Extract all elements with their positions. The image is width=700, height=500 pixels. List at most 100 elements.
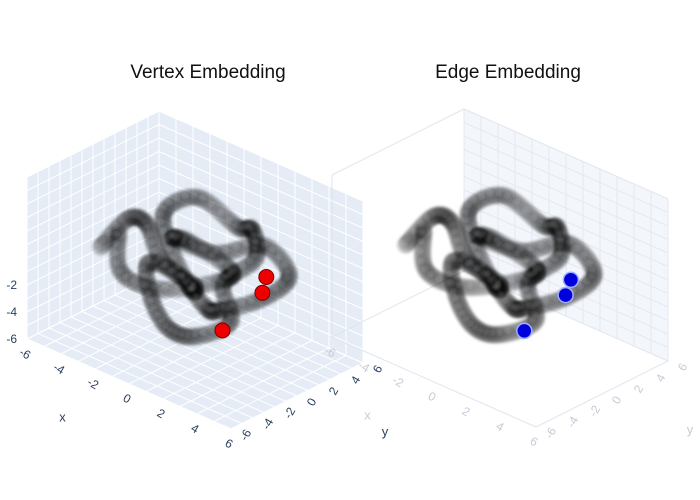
trajectory-sheen — [251, 252, 257, 258]
trajectory-sheen — [528, 245, 534, 251]
trajectory-sheen — [248, 298, 254, 303]
x-tick-label: -4 — [51, 360, 68, 378]
trajectory-sheen — [457, 246, 463, 252]
trajectory-sheen — [531, 215, 537, 221]
trajectory-sheen — [175, 272, 181, 278]
trajectory-sheen — [451, 255, 457, 261]
trajectory-sheen — [519, 304, 525, 309]
trajectory-sheen — [422, 266, 428, 272]
trajectory-sheen — [253, 240, 259, 246]
trajectory-sheen — [261, 241, 267, 247]
trajectory-sheen — [223, 247, 229, 253]
trajectory-sheen — [148, 298, 154, 304]
y-tick-label: 2 — [326, 384, 342, 397]
trajectory-sheen — [191, 192, 197, 198]
highlight-point[interactable] — [258, 269, 275, 285]
trajectory-sheen — [481, 231, 487, 237]
trajectory-sheen — [158, 219, 164, 225]
highlight-point[interactable] — [214, 322, 231, 339]
gridlines — [26, 110, 364, 430]
trajectory-sheen — [492, 283, 498, 289]
trajectory-sheen — [161, 227, 166, 233]
trajectory-sheen — [514, 250, 520, 256]
trajectory-sheen — [504, 193, 510, 199]
trajectory-sheen — [552, 256, 558, 262]
x-tick-label: 4 — [189, 421, 202, 437]
trajectory-sheen — [215, 276, 221, 282]
trajectory-sheen — [191, 331, 197, 337]
trajectory-sheen — [191, 243, 197, 249]
trajectory-sheen — [276, 254, 282, 260]
trajectory-sheen — [140, 281, 146, 287]
highlight-point[interactable] — [516, 322, 533, 340]
trajectory-sheen — [555, 229, 561, 235]
trajectory-sheen — [149, 239, 155, 245]
trajectory-sheen — [181, 235, 187, 241]
trajectory-sheen — [545, 261, 551, 267]
trajectory-sheen — [269, 247, 275, 253]
trajectory-sheen — [581, 252, 587, 258]
trajectory-sheen — [283, 275, 289, 281]
highlight-point[interactable] — [557, 286, 574, 304]
x-tick-label: 2 — [460, 404, 473, 420]
trajectory-sheen — [106, 230, 112, 236]
trajectory-sheen — [496, 329, 502, 335]
trajectory-sheen — [523, 207, 529, 213]
trajectory-sheen — [220, 304, 226, 310]
trajectory-sheen — [476, 230, 482, 236]
trajectory-sheen — [181, 278, 187, 284]
trajectory-sheen — [238, 224, 244, 230]
trajectory-sheen — [240, 263, 246, 269]
trajectory-sheen — [419, 229, 425, 235]
trajectory-sheen — [200, 330, 206, 336]
highlight-point[interactable] — [562, 271, 580, 289]
trajectory-sheen — [556, 250, 562, 256]
x-tick-label: -2 — [85, 375, 102, 393]
trajectory-sheen — [226, 272, 232, 278]
y-tick-label: -4 — [259, 416, 277, 433]
trajectory-sheen — [495, 280, 501, 286]
trajectory-sheen — [162, 285, 168, 291]
trajectory-sheen — [141, 218, 147, 224]
trajectory-sheen — [532, 311, 538, 317]
trajectory-sheen — [202, 246, 208, 252]
x-tick-label: 0 — [426, 389, 439, 405]
trajectory-sheen — [248, 226, 254, 232]
trajectory-sheen — [464, 316, 469, 322]
highlight-point[interactable] — [254, 284, 271, 301]
trajectory-sheen — [463, 209, 469, 215]
trajectory-sheen — [188, 239, 194, 245]
trajectory-sheen — [480, 262, 486, 268]
trajectory-sheen — [175, 284, 181, 290]
trajectory-sheen — [405, 235, 411, 241]
trajectory-sheen — [160, 262, 166, 268]
y-tick-label: 2 — [631, 382, 647, 395]
trajectory-sheen — [513, 199, 519, 205]
trajectory-sheen — [281, 262, 287, 268]
trajectory-sheen — [518, 246, 523, 252]
trajectory-sheen — [465, 260, 471, 266]
trajectory-sheen — [233, 222, 239, 228]
trajectory-sheen — [525, 302, 531, 308]
trajectory-sheen — [225, 264, 231, 270]
trajectory-sheen — [475, 252, 481, 258]
trajectory-sheen — [456, 282, 462, 288]
trajectory-sheen — [96, 242, 102, 248]
trajectory-sheen — [509, 277, 515, 283]
trajectory-sheen — [538, 220, 544, 226]
z-tick-label: -6 — [6, 332, 17, 346]
trajectory-sheen — [538, 242, 544, 248]
trajectory-sheen — [486, 276, 492, 282]
trajectory-sheen — [588, 273, 594, 279]
y-tick-label: 0 — [609, 393, 625, 406]
trajectory-sheen — [472, 243, 478, 249]
trajectory-sheen — [446, 216, 452, 222]
trajectory-sheen — [141, 265, 147, 271]
trajectory-sheen — [498, 291, 504, 297]
trajectory-sheen — [113, 240, 119, 246]
trajectory-sheen — [524, 256, 530, 262]
trajectory-sheen — [227, 313, 233, 319]
